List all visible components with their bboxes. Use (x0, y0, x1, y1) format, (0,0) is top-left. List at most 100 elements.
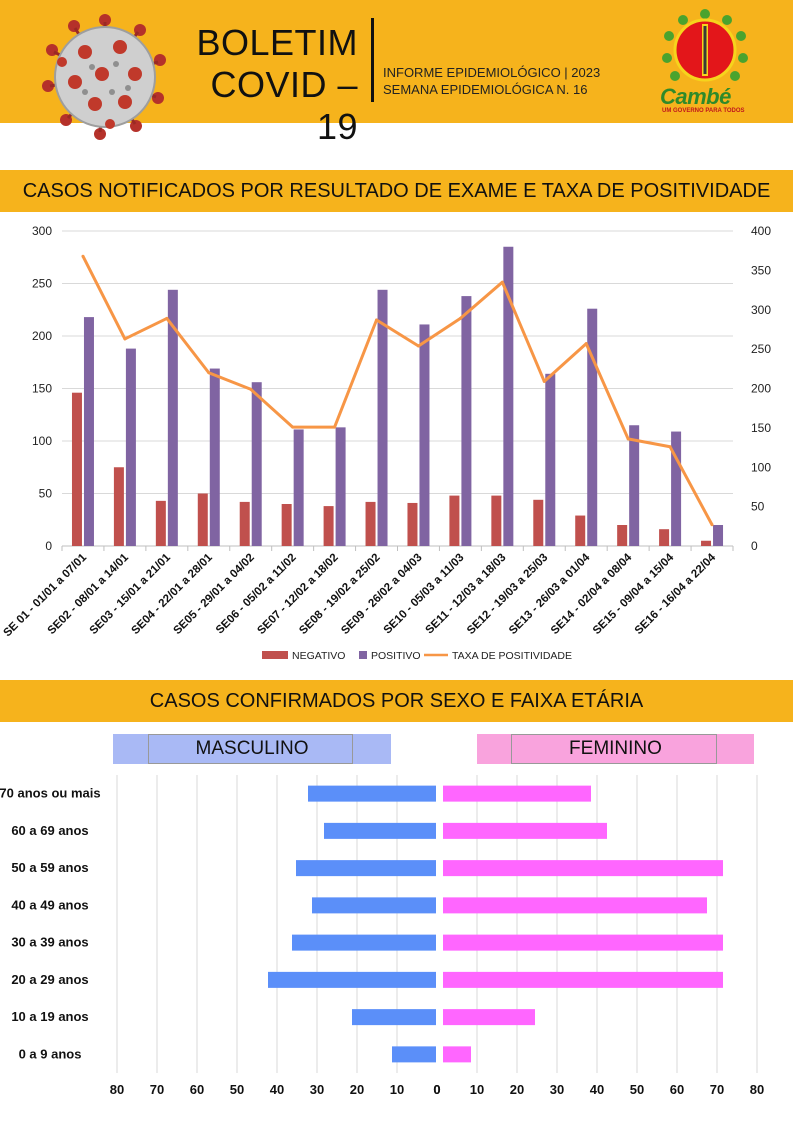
bar-negativo (701, 540, 712, 546)
bar-positivo (503, 246, 514, 546)
x-tick-label: SE06 - 05/02 a 11/02 (214, 552, 299, 637)
x-tick-label: SE08 - 19/02 a 25/02 (297, 552, 382, 637)
x-tick-label-female: 60 (670, 1082, 684, 1097)
y-right-tick-label: 50 (751, 500, 765, 514)
y-left-tick-label: 150 (32, 382, 52, 396)
bar-negativo (407, 502, 418, 546)
x-tick-label-male: 80 (110, 1082, 124, 1097)
point-taxa-positividade (626, 437, 630, 441)
bar-negativo (617, 525, 628, 546)
point-taxa-positividade (123, 337, 127, 341)
point-taxa-positividade (375, 318, 379, 322)
y-left-tick-label: 100 (32, 434, 52, 448)
bar-positivo (377, 289, 388, 546)
y-right-tick-label: 300 (751, 303, 771, 317)
bar-negativo (491, 495, 502, 546)
age-group-label: 20 a 29 anos (11, 972, 88, 987)
point-taxa-positividade (249, 387, 253, 391)
bar-feminino (443, 971, 723, 988)
bar-positivo (251, 382, 262, 546)
x-tick-label-female: 70 (710, 1082, 724, 1097)
x-tick-label: SE02 - 08/01 a 14/01 (46, 551, 132, 637)
bar-feminino (443, 934, 723, 951)
y-right-tick-label: 100 (751, 460, 771, 474)
bar-positivo (125, 348, 136, 546)
bar-masculino (324, 822, 436, 839)
bar-masculino (392, 1046, 436, 1063)
section-title-notified: CASOS NOTIFICADOS POR RESULTADO DE EXAME… (0, 170, 793, 212)
point-taxa-positividade (81, 254, 85, 258)
x-tick-label: SE04 - 22/01 a 28/01 (130, 551, 216, 637)
x-tick-label-female: 0 (433, 1082, 440, 1097)
point-taxa-positividade (333, 425, 337, 429)
x-tick-label: SE14 - 02/04 a 08/04 (549, 551, 635, 637)
point-taxa-positividade (500, 280, 504, 284)
bulletin-title: BOLETIM COVID – 19 (168, 22, 358, 148)
age-group-label: 50 a 59 anos (11, 860, 88, 875)
x-tick-label-male: 40 (270, 1082, 284, 1097)
bar-positivo (461, 296, 472, 546)
y-right-tick-label: 350 (751, 263, 771, 277)
y-left-tick-label: 250 (32, 277, 52, 291)
bar-negativo (365, 501, 376, 546)
informe-block: INFORME EPIDEMIOLÓGICO | 2023 SEMANA EPI… (383, 64, 600, 98)
female-header-frame (511, 734, 717, 764)
x-tick-label-male: 70 (150, 1082, 164, 1097)
bar-negativo (449, 495, 460, 546)
x-tick-label-male: 60 (190, 1082, 204, 1097)
bar-masculino (296, 860, 436, 877)
x-tick-label-female: 40 (590, 1082, 604, 1097)
male-header-frame (148, 734, 353, 764)
bar-positivo (629, 425, 640, 546)
bar-positivo (713, 525, 724, 546)
title-line-1: BOLETIM (196, 22, 358, 63)
x-tick-label-female: 30 (550, 1082, 564, 1097)
informe-line-2: SEMANA EPIDEMIOLÓGICA N. 16 (383, 82, 588, 97)
age-group-label: 0 a 9 anos (19, 1046, 82, 1061)
x-tick-label-male: 30 (310, 1082, 324, 1097)
x-tick-label: SE 01 - 01/01 a 07/01 (1, 551, 89, 639)
y-right-tick-label: 250 (751, 342, 771, 356)
bar-positivo (419, 324, 430, 546)
logo-tagline: UM GOVERNO PARA TODOS (662, 108, 745, 114)
legend-label-negativo: NEGATIVO (292, 650, 345, 662)
line-taxa-positividade (81, 255, 714, 526)
legend-label-taxa: TAXA DE POSITIVIDADE (452, 650, 572, 662)
bar-negativo (533, 499, 544, 546)
point-taxa-positividade (584, 342, 588, 346)
y-right-tick-label: 0 (751, 539, 758, 553)
y-left-tick-label: 300 (32, 224, 52, 238)
bar-feminino (443, 860, 723, 877)
bar-positivo (167, 289, 178, 546)
point-taxa-positividade (458, 316, 462, 320)
age-group-label: 10 a 19 anos (11, 1009, 88, 1024)
bar-masculino (308, 785, 436, 802)
x-tick-label-female: 20 (510, 1082, 524, 1097)
legend-label-positivo: POSITIVO (371, 650, 421, 662)
bar-positivo (83, 317, 94, 546)
point-taxa-positividade (291, 425, 295, 429)
bar-feminino (443, 1046, 471, 1063)
bar-masculino (352, 1009, 436, 1026)
virus-icon (42, 14, 166, 140)
y-right-tick-label: 150 (751, 421, 771, 435)
point-taxa-positividade (416, 344, 420, 348)
age-group-label: 70 anos ou mais (0, 786, 101, 801)
x-tick-label: SE07 - 12/02 a 18/02 (255, 552, 340, 637)
x-tick-label-female: 50 (630, 1082, 644, 1097)
section-title-confirmed: CASOS CONFIRMADOS POR SEXO E FAIXA ETÁRI… (0, 680, 793, 722)
x-tick-label-male: 50 (230, 1082, 244, 1097)
y-left-tick-label: 200 (32, 329, 52, 343)
bar-negativo (281, 504, 292, 546)
x-tick-label: SE13 - 26/03 a 01/04 (507, 551, 593, 637)
legend-swatch-negativo (262, 651, 288, 659)
female-header-label: FEMININO (569, 738, 662, 759)
bar-masculino (312, 897, 436, 914)
x-tick-label: SE11 - 12/03 a 18/03 (424, 552, 509, 637)
bar-negativo (239, 501, 250, 546)
x-tick-label-female: 80 (750, 1082, 764, 1097)
bar-negativo (659, 529, 670, 546)
notified-cases-chart: 0 50 100 150 200 250 300 0 50 100 150 200 250 300 350 4… (1, 224, 771, 662)
legend-swatch-positivo (359, 651, 367, 659)
